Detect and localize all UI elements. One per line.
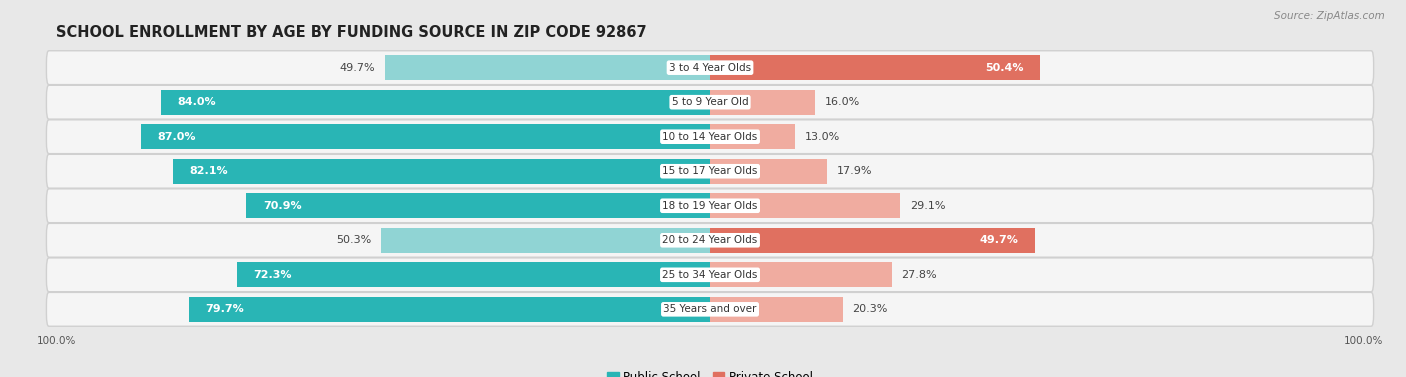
Bar (710, 124, 794, 149)
FancyBboxPatch shape (46, 120, 1374, 154)
Text: 3 to 4 Year Olds: 3 to 4 Year Olds (669, 63, 751, 73)
Text: 17.9%: 17.9% (837, 166, 872, 176)
Text: 82.1%: 82.1% (190, 166, 228, 176)
Text: 49.7%: 49.7% (340, 63, 375, 73)
Text: 16.0%: 16.0% (824, 97, 859, 107)
FancyBboxPatch shape (46, 51, 1374, 84)
Text: 25 to 34 Year Olds: 25 to 34 Year Olds (662, 270, 758, 280)
FancyBboxPatch shape (46, 293, 1374, 326)
Bar (710, 55, 1039, 80)
Bar (710, 159, 827, 184)
Bar (141, 124, 710, 149)
Bar (385, 55, 710, 80)
Text: 13.0%: 13.0% (804, 132, 839, 142)
Text: 29.1%: 29.1% (910, 201, 946, 211)
Text: 5 to 9 Year Old: 5 to 9 Year Old (672, 97, 748, 107)
FancyBboxPatch shape (46, 258, 1374, 292)
Text: 72.3%: 72.3% (253, 270, 292, 280)
Bar (238, 262, 710, 287)
Text: 18 to 19 Year Olds: 18 to 19 Year Olds (662, 201, 758, 211)
Bar (160, 90, 710, 115)
FancyBboxPatch shape (46, 85, 1374, 119)
Bar (710, 90, 814, 115)
Text: 50.3%: 50.3% (336, 235, 371, 245)
Text: 84.0%: 84.0% (177, 97, 215, 107)
FancyBboxPatch shape (46, 154, 1374, 188)
Bar (381, 228, 710, 253)
Text: 10 to 14 Year Olds: 10 to 14 Year Olds (662, 132, 758, 142)
Text: 15 to 17 Year Olds: 15 to 17 Year Olds (662, 166, 758, 176)
Bar (710, 228, 1035, 253)
Text: 87.0%: 87.0% (157, 132, 195, 142)
Text: 49.7%: 49.7% (980, 235, 1018, 245)
Text: 20 to 24 Year Olds: 20 to 24 Year Olds (662, 235, 758, 245)
Bar (710, 262, 891, 287)
Bar (710, 297, 842, 322)
Bar (710, 193, 900, 218)
Text: 79.7%: 79.7% (205, 304, 245, 314)
Text: 27.8%: 27.8% (901, 270, 938, 280)
Bar (246, 193, 710, 218)
Text: 70.9%: 70.9% (263, 201, 301, 211)
Bar (173, 159, 710, 184)
Bar (188, 297, 710, 322)
Legend: Public School, Private School: Public School, Private School (602, 366, 818, 377)
Text: Source: ZipAtlas.com: Source: ZipAtlas.com (1274, 11, 1385, 21)
Text: SCHOOL ENROLLMENT BY AGE BY FUNDING SOURCE IN ZIP CODE 92867: SCHOOL ENROLLMENT BY AGE BY FUNDING SOUR… (56, 25, 647, 40)
Text: 50.4%: 50.4% (984, 63, 1024, 73)
Text: 35 Years and over: 35 Years and over (664, 304, 756, 314)
Text: 20.3%: 20.3% (852, 304, 889, 314)
FancyBboxPatch shape (46, 189, 1374, 223)
FancyBboxPatch shape (46, 223, 1374, 257)
